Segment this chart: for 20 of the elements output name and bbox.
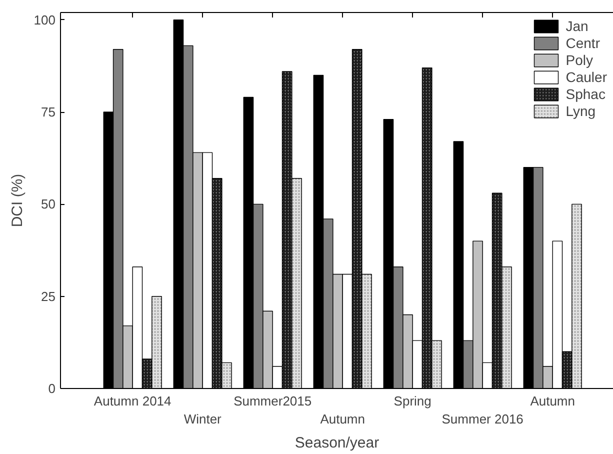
legend-label: Sphac [566,86,606,102]
x-axis-title: Season/year [294,434,380,452]
y-axis-title: DCI (%) [8,174,26,228]
x-tick-label: Summer 2016 [442,412,524,426]
x-tick-label: Spring [394,394,432,408]
x-tick-label: Autumn 2014 [94,394,172,408]
y-tick-label: 0 [48,381,56,396]
x-tick-label: Winter [184,412,222,426]
legend-label: Centr [566,35,600,51]
x-tick-label: Summer2015 [234,394,312,408]
y-tick-label: 100 [34,12,56,28]
legend-label: Jan [566,18,588,34]
y-tick-label: 75 [41,104,56,120]
legend-label: Poly [566,52,593,68]
x-tick-label: Autumn [530,394,576,408]
legend-label: Lyng [566,103,596,119]
x-tick-label: Autumn [320,412,366,426]
legend-label: Cauler [566,69,607,85]
y-tick-label: 25 [41,288,56,304]
y-tick-label: 50 [41,196,56,212]
